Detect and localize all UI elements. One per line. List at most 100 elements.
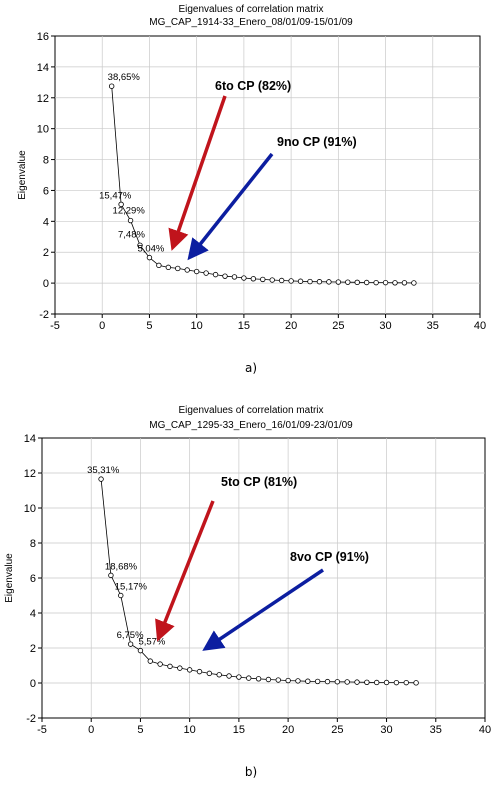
- x-tick-label: 25: [331, 724, 343, 734]
- blue-arrow: [202, 568, 324, 651]
- eigenvalue-point: [334, 679, 341, 685]
- x-tick-label: 35: [427, 320, 439, 330]
- red-annotation-label: 6to CP (82%): [215, 79, 291, 93]
- chart-title: Eigenvalues of correlation matrix: [178, 405, 323, 416]
- blue-annotation-label: 8vo CP (91%): [290, 550, 369, 564]
- y-tick-label: -2: [39, 309, 49, 321]
- eigenvalue-point: [147, 658, 153, 664]
- eigenvalue-point: [269, 277, 275, 283]
- eigenvalue-point: [265, 676, 272, 683]
- eigenvalue-point: [246, 675, 252, 681]
- eigenvalue-point: [137, 242, 143, 248]
- percentage-label: 15,47%: [99, 190, 132, 201]
- y-tick-label: 4: [30, 608, 36, 620]
- x-tick-label: -5: [37, 724, 47, 734]
- y-tick-label: 2: [43, 247, 49, 259]
- eigenvalue-point: [231, 274, 238, 280]
- eigenvalue-point: [212, 271, 219, 278]
- eigenvalue-point: [118, 201, 124, 208]
- x-tick-label: 10: [184, 724, 196, 734]
- x-tick-label: 5: [146, 320, 152, 330]
- eigenvalue-point: [382, 279, 389, 286]
- eigenvalue-point: [216, 672, 222, 678]
- eigenvalue-point: [354, 679, 360, 685]
- y-tick-label: 6: [43, 185, 49, 197]
- x-tick-label: 5: [137, 724, 143, 734]
- eigenvalue-point: [156, 262, 162, 269]
- y-tick-label: -2: [26, 713, 36, 725]
- y-tick-label: 14: [37, 62, 49, 74]
- eigenvalue-point: [118, 592, 124, 599]
- eigenvalue-point: [137, 647, 144, 654]
- chart-subtitle: MG_CAP_1914-33_Enero_08/01/09-15/01/09: [149, 17, 353, 28]
- eigenvalue-point: [127, 641, 134, 647]
- eigenvalue-point: [324, 678, 331, 685]
- percentage-label: 5,04%: [137, 244, 164, 255]
- eigenvalue-point: [108, 572, 114, 579]
- eigenvalue-point: [413, 680, 419, 686]
- eigenvalue-point: [186, 667, 193, 673]
- y-tick-label: 12: [24, 468, 36, 480]
- eigenvalue-point: [295, 678, 301, 684]
- eigenvalue-point: [344, 679, 350, 685]
- percentage-label: 7,48%: [118, 229, 145, 240]
- blue-annotation-label: 9no CP (91%): [277, 135, 357, 149]
- x-tick-label: 0: [88, 724, 94, 734]
- eigenvalue-point: [278, 277, 285, 284]
- eigenvalue-point: [401, 280, 408, 286]
- eigenvalue-point: [275, 677, 281, 683]
- eigenvalue-point: [364, 679, 370, 685]
- eigenvalue-point: [226, 673, 232, 679]
- eigenvalue-point: [314, 678, 321, 685]
- x-tick-label: -5: [50, 320, 60, 330]
- y-tick-label: 14: [24, 433, 36, 445]
- chart-a: Eigenvalues of correlation matrix MG_CAP_…: [17, 4, 486, 330]
- eigenvalue-point: [196, 668, 203, 675]
- eigenvalue-point: [307, 278, 313, 285]
- eigenvalue-point: [193, 268, 200, 275]
- y-tick-label: 8: [43, 155, 49, 167]
- y-tick-label: 0: [43, 278, 49, 290]
- chart-panel-b: Eigenvalues of correlation matrix MG_CAP_…: [0, 398, 502, 734]
- x-tick-label: 20: [285, 320, 297, 330]
- eigenvalue-point: [383, 679, 390, 686]
- eigenvalue-point: [297, 278, 304, 284]
- chart-b: Eigenvalues of correlation matrix MG_CAP_…: [4, 405, 491, 734]
- eigenvalue-point: [127, 217, 134, 224]
- eigenvalue-point: [203, 270, 209, 276]
- x-tick-label: 35: [430, 724, 442, 734]
- x-tick-label: 40: [479, 724, 491, 734]
- eigenvalue-point: [316, 279, 323, 285]
- y-tick-label: 16: [37, 31, 49, 43]
- eigenvalue-point: [184, 267, 190, 273]
- percentage-label: 12,29%: [113, 206, 146, 217]
- eigenvalue-point: [345, 279, 351, 285]
- percentage-label: 18,68%: [105, 561, 138, 572]
- percentage-label: 15,17%: [115, 582, 148, 593]
- percentage-label: 38,65%: [108, 72, 141, 83]
- eigenvalue-point: [108, 83, 115, 89]
- red-arrow: [155, 500, 215, 642]
- eigenvalue-point: [335, 279, 342, 285]
- percentage-label: 35,31%: [87, 465, 120, 476]
- eigenvalue-point: [236, 674, 242, 680]
- x-tick-label: 0: [99, 320, 105, 330]
- x-tick-label: 15: [238, 320, 250, 330]
- x-tick-label: 30: [379, 320, 391, 330]
- plot-area: [54, 35, 481, 315]
- y-tick-label: 12: [37, 93, 49, 105]
- y-axis-title: Eigenvalue: [17, 150, 28, 200]
- red-arrow: [168, 95, 227, 251]
- y-tick-label: 0: [30, 678, 36, 690]
- eigenvalue-point: [411, 280, 417, 286]
- y-axis-title: Eigenvalue: [4, 553, 15, 603]
- x-tick-label: 20: [282, 724, 294, 734]
- eigenvalue-point: [206, 670, 213, 677]
- eigenvalue-point: [403, 679, 409, 686]
- y-tick-label: 6: [30, 573, 36, 585]
- eigenvalue-point: [222, 273, 228, 279]
- caption-a: a): [244, 361, 258, 375]
- eigenvalue-point: [157, 661, 163, 667]
- caption-b: b): [244, 765, 258, 779]
- eigenvalue-point: [165, 264, 172, 271]
